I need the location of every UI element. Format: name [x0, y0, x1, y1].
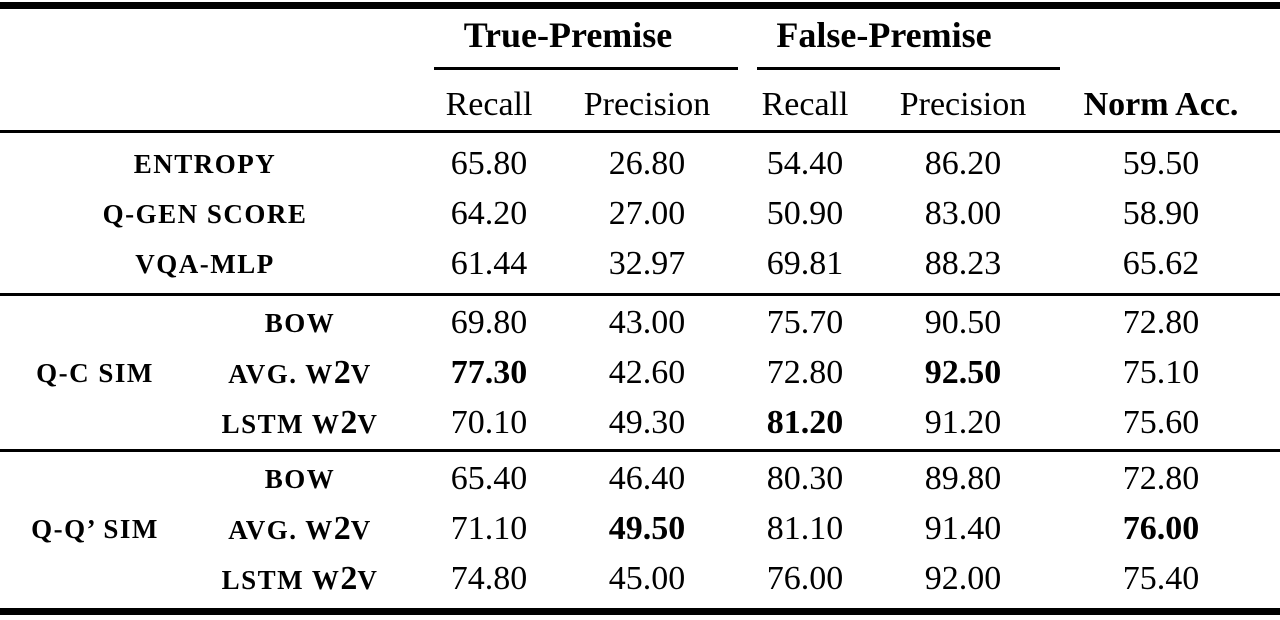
- row-label-method: Q-GEN SCORE: [102, 198, 308, 229]
- cell-value: 59.50: [1122, 145, 1200, 182]
- spacer: [190, 124, 410, 130]
- cell-value: 90.50: [924, 304, 1002, 341]
- cell-value: 76.00: [766, 560, 844, 597]
- cell-value: 76.00: [1122, 510, 1200, 547]
- table-row: LSTM W2V 74.80 45.00 76.00 92.00 75.40: [0, 554, 1280, 604]
- cell-value: 69.80: [450, 304, 528, 341]
- cell-value: 64.20: [450, 195, 528, 232]
- cell-value: 91.20: [924, 404, 1002, 441]
- cell-value: 65.40: [450, 460, 528, 497]
- table-row: Q-C SIM AVG. W2V 77.30 42.60 72.80 92.50…: [0, 348, 1280, 398]
- cell-value: 77.30: [450, 354, 528, 391]
- column-group-true-premise: True-Premise: [410, 12, 738, 70]
- spacer: [0, 12, 410, 70]
- cell-value: 81.10: [766, 510, 844, 547]
- row-label-method: LSTM W2V: [221, 404, 379, 441]
- table-row: VQA-MLP 61.44 32.97 69.81 88.23 65.62: [0, 239, 1280, 289]
- row-label-method: BOW: [264, 307, 336, 338]
- cell-value: 88.23: [924, 245, 1002, 282]
- cell-value: 42.60: [608, 354, 686, 391]
- table-row: BOW 69.80 43.00 75.70 90.50 72.80: [0, 298, 1280, 348]
- cell-value: 50.90: [766, 195, 844, 232]
- column-header-norm-acc: Norm Acc.: [1083, 86, 1239, 123]
- cell-value: 65.80: [450, 145, 528, 182]
- column-header-tp-recall: Recall: [445, 86, 533, 123]
- table-content: True-Premise False-Premise Recall Precis…: [0, 12, 1280, 605]
- row-group-label: Q-C SIM: [36, 357, 154, 388]
- cell-value: 71.10: [450, 510, 528, 547]
- cell-value: 80.30: [766, 460, 844, 497]
- cell-value: 26.80: [608, 145, 686, 182]
- table-top-rule: [0, 2, 1280, 9]
- cell-value: 72.80: [1122, 304, 1200, 341]
- false-premise-underline: [757, 67, 1060, 70]
- cell-value: 43.00: [608, 304, 686, 341]
- row-label-method: BOW: [264, 463, 336, 494]
- cell-value: 49.50: [608, 510, 686, 547]
- table-row: Q-GEN SCORE 64.20 27.00 50.90 83.00 58.9…: [0, 189, 1280, 239]
- false-premise-label: False-Premise: [776, 15, 992, 55]
- row-label-method: AVG. W2V: [228, 510, 372, 547]
- cell-value: 74.80: [450, 560, 528, 597]
- cell-value: 89.80: [924, 460, 1002, 497]
- column-header-fp-recall: Recall: [761, 86, 849, 123]
- table-header-columns: Recall Precision Recall Precision Norm A…: [0, 70, 1280, 130]
- true-premise-underline: [434, 67, 738, 70]
- cell-value: 92.50: [924, 354, 1002, 391]
- cell-value: 75.40: [1122, 560, 1200, 597]
- cell-value: 75.60: [1122, 404, 1200, 441]
- cell-value: 81.20: [766, 404, 844, 441]
- cell-value: 91.40: [924, 510, 1002, 547]
- spacer: [1042, 12, 1280, 70]
- true-premise-label: True-Premise: [463, 15, 673, 55]
- row-label-method: ENTROPY: [133, 148, 277, 179]
- table-row: LSTM W2V 70.10 49.30 81.20 91.20 75.60: [0, 398, 1280, 448]
- table-row: Q-Q’ SIM AVG. W2V 71.10 49.50 81.10 91.4…: [0, 504, 1280, 554]
- table-row: BOW 65.40 46.40 80.30 89.80 72.80: [0, 454, 1280, 504]
- column-header-fp-precision: Precision: [899, 86, 1027, 123]
- cell-value: 54.40: [766, 145, 844, 182]
- table-bottom-rule: [0, 608, 1280, 615]
- table-block-baselines: ENTROPY 65.80 26.80 54.40 86.20 59.50 Q-…: [0, 130, 1280, 293]
- cell-value: 72.80: [1122, 460, 1200, 497]
- cell-value: 45.00: [608, 560, 686, 597]
- cell-value: 46.40: [608, 460, 686, 497]
- row-label-method: LSTM W2V: [221, 560, 379, 597]
- table-header-groups: True-Premise False-Premise: [0, 12, 1280, 70]
- column-group-false-premise: False-Premise: [726, 12, 1060, 70]
- cell-value: 86.20: [924, 145, 1002, 182]
- cell-value: 32.97: [608, 245, 686, 282]
- table-block-qq-sim: BOW 65.40 46.40 80.30 89.80 72.80 Q-Q’ S…: [0, 449, 1280, 605]
- cell-value: 75.70: [766, 304, 844, 341]
- cell-value: 69.81: [766, 245, 844, 282]
- cell-value: 75.10: [1122, 354, 1200, 391]
- cell-value: 27.00: [608, 195, 686, 232]
- cell-value: 65.62: [1122, 245, 1200, 282]
- row-label-method: AVG. W2V: [228, 354, 372, 391]
- cell-value: 83.00: [924, 195, 1002, 232]
- table-row: ENTROPY 65.80 26.80 54.40 86.20 59.50: [0, 139, 1280, 189]
- table-block-qc-sim: BOW 69.80 43.00 75.70 90.50 72.80 Q-C SI…: [0, 293, 1280, 449]
- cell-value: 92.00: [924, 560, 1002, 597]
- spacer: [0, 124, 190, 130]
- cell-value: 58.90: [1122, 195, 1200, 232]
- cell-value: 72.80: [766, 354, 844, 391]
- cell-value: 70.10: [450, 404, 528, 441]
- row-label-method: VQA-MLP: [135, 248, 275, 279]
- cell-value: 49.30: [608, 404, 686, 441]
- column-header-tp-precision: Precision: [583, 86, 711, 123]
- cell-value: 61.44: [450, 245, 528, 282]
- row-group-label: Q-Q’ SIM: [31, 513, 159, 544]
